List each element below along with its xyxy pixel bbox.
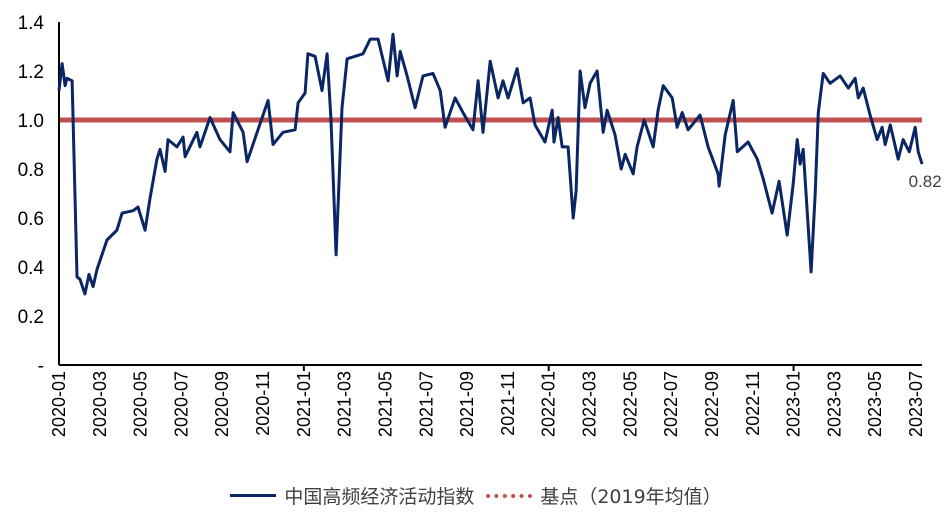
x-tick-label: 2022-09 xyxy=(702,371,722,437)
x-tick-label: 2020-01 xyxy=(49,371,69,437)
legend-item-index: 中国高频经济活动指数 xyxy=(230,482,474,509)
legend-label-baseline: 基点（2019年均值） xyxy=(540,486,722,508)
legend-swatch-dotted-line xyxy=(486,493,533,498)
y-tick-label: 0.4 xyxy=(18,258,45,279)
x-tick-label: 2022-03 xyxy=(580,371,600,437)
y-tick-label: 0.8 xyxy=(18,160,44,181)
y-tick-label: - xyxy=(38,356,44,377)
x-tick-label: 2021-11 xyxy=(498,371,518,436)
x-tick-label: 2020-11 xyxy=(253,371,273,436)
legend: 中国高频经济活动指数 基点（2019年均值） xyxy=(0,482,952,509)
x-tick-label: 2021-05 xyxy=(375,371,395,437)
x-tick-label: 2023-01 xyxy=(784,371,804,437)
y-tick-label: 0.2 xyxy=(18,307,44,328)
x-tick-label: 2020-05 xyxy=(131,371,151,437)
x-tick-label: 2022-11 xyxy=(743,371,763,436)
x-tick-label: 2022-07 xyxy=(661,371,681,437)
x-tick-label: 2020-09 xyxy=(212,371,232,437)
x-tick-label: 2021-03 xyxy=(335,371,355,437)
series-line-activity-index xyxy=(57,32,924,296)
y-tick-label: 1.0 xyxy=(18,111,44,132)
x-tick-label: 2021-01 xyxy=(294,371,314,437)
y-tick-label: 1.2 xyxy=(18,62,44,83)
x-tick-label: 2022-01 xyxy=(539,371,559,437)
y-tick-label: 1.4 xyxy=(18,13,45,34)
x-tick-label: 2023-07 xyxy=(906,371,926,437)
legend-label-index: 中国高频经济活动指数 xyxy=(284,486,475,508)
line-chart: - 0.2 0.4 0.6 0.8 1.0 1.2 1.4 2020-01 2020-03 2020… xyxy=(18,13,942,437)
x-tick-label: 2020-03 xyxy=(90,371,110,437)
x-tick-label: 2023-03 xyxy=(824,371,844,437)
x-tick-label: 2021-09 xyxy=(457,371,477,437)
x-tick-label: 2020-07 xyxy=(171,371,191,437)
last-value-label: 0.82 xyxy=(909,172,942,191)
legend-item-baseline: 基点（2019年均值） xyxy=(486,482,722,509)
legend-swatch-solid-line xyxy=(230,494,277,497)
x-tick-label: 2023-05 xyxy=(865,371,885,437)
x-tick-label: 2021-07 xyxy=(416,371,436,437)
x-tick-label: 2022-05 xyxy=(620,371,640,437)
y-tick-label: 0.6 xyxy=(18,209,44,230)
